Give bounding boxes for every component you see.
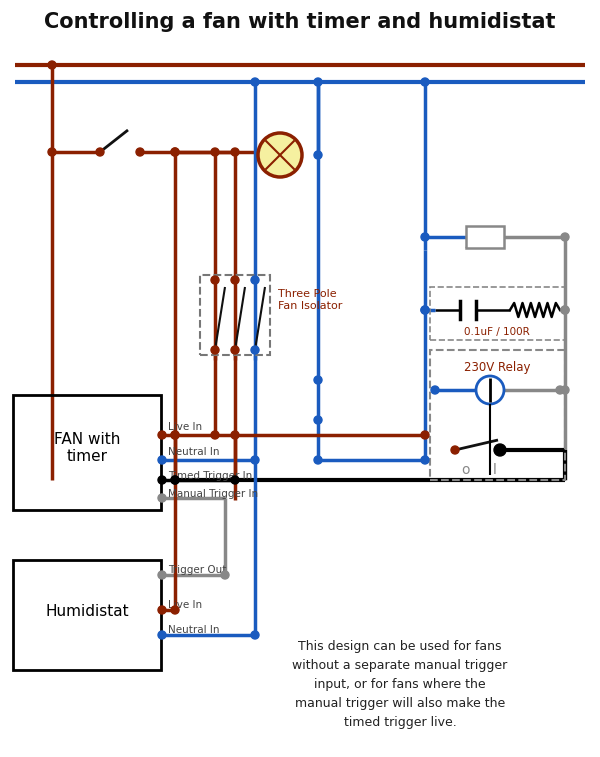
Circle shape	[211, 346, 219, 354]
Text: Live In: Live In	[168, 422, 202, 432]
Text: This design can be used for fans
without a separate manual trigger
input, or for: This design can be used for fans without…	[292, 640, 508, 729]
Bar	[430, 287, 565, 340]
Circle shape	[171, 476, 179, 484]
Text: Timed Trigger In: Timed Trigger In	[168, 471, 252, 481]
Text: Three Pole
Fan Isolator: Three Pole Fan Isolator	[278, 289, 343, 311]
Circle shape	[231, 148, 239, 156]
Text: Neutral In: Neutral In	[168, 625, 220, 635]
Bar	[200, 275, 270, 355]
Text: Controlling a fan with timer and humidistat: Controlling a fan with timer and humidis…	[44, 12, 556, 32]
Text: Neutral In: Neutral In	[168, 447, 220, 457]
Circle shape	[314, 456, 322, 464]
Circle shape	[158, 494, 166, 502]
Text: 230V Relay: 230V Relay	[464, 362, 530, 375]
Circle shape	[171, 431, 179, 439]
Circle shape	[211, 148, 219, 156]
Bar	[430, 350, 565, 480]
Circle shape	[231, 276, 239, 284]
Circle shape	[421, 78, 429, 86]
Text: o: o	[461, 463, 469, 477]
Circle shape	[136, 148, 144, 156]
Circle shape	[314, 416, 322, 424]
Circle shape	[211, 276, 219, 284]
Text: FAN with
timer: FAN with timer	[54, 431, 120, 464]
Circle shape	[231, 476, 239, 484]
Text: Live In: Live In	[168, 600, 202, 610]
Circle shape	[231, 346, 239, 354]
Circle shape	[251, 346, 259, 354]
Circle shape	[421, 306, 429, 314]
Circle shape	[171, 431, 179, 439]
Bar	[13, 395, 161, 510]
Circle shape	[48, 61, 56, 69]
Circle shape	[561, 233, 569, 241]
Circle shape	[171, 476, 179, 484]
Circle shape	[158, 431, 166, 439]
Circle shape	[96, 148, 104, 156]
Circle shape	[314, 151, 322, 159]
Circle shape	[476, 376, 504, 404]
Circle shape	[494, 444, 506, 456]
Circle shape	[421, 456, 429, 464]
Circle shape	[251, 276, 259, 284]
Circle shape	[171, 148, 179, 156]
Circle shape	[314, 78, 322, 86]
Text: l: l	[493, 463, 497, 477]
Circle shape	[158, 476, 166, 484]
Circle shape	[251, 78, 259, 86]
Circle shape	[231, 431, 239, 439]
Text: 0.1uF / 100R: 0.1uF / 100R	[464, 327, 530, 337]
Circle shape	[158, 571, 166, 579]
Circle shape	[421, 431, 429, 439]
Circle shape	[48, 148, 56, 156]
Circle shape	[158, 606, 166, 614]
Circle shape	[561, 306, 569, 314]
Circle shape	[251, 456, 259, 464]
Circle shape	[221, 571, 229, 579]
Bar	[466, 226, 504, 248]
Circle shape	[171, 148, 179, 156]
Circle shape	[561, 386, 569, 394]
Circle shape	[561, 306, 569, 314]
Circle shape	[431, 386, 439, 394]
Bar	[13, 560, 161, 670]
Text: Trigger Out: Trigger Out	[168, 565, 226, 575]
Circle shape	[421, 306, 429, 314]
Text: Manual Trigger In: Manual Trigger In	[168, 489, 258, 499]
Circle shape	[158, 456, 166, 464]
Circle shape	[314, 376, 322, 384]
Circle shape	[421, 233, 429, 241]
Circle shape	[211, 431, 219, 439]
Circle shape	[171, 606, 179, 614]
Circle shape	[251, 631, 259, 639]
Circle shape	[158, 631, 166, 639]
Circle shape	[451, 446, 459, 454]
Circle shape	[258, 133, 302, 177]
Circle shape	[556, 386, 564, 394]
Text: Humidistat: Humidistat	[45, 605, 129, 619]
